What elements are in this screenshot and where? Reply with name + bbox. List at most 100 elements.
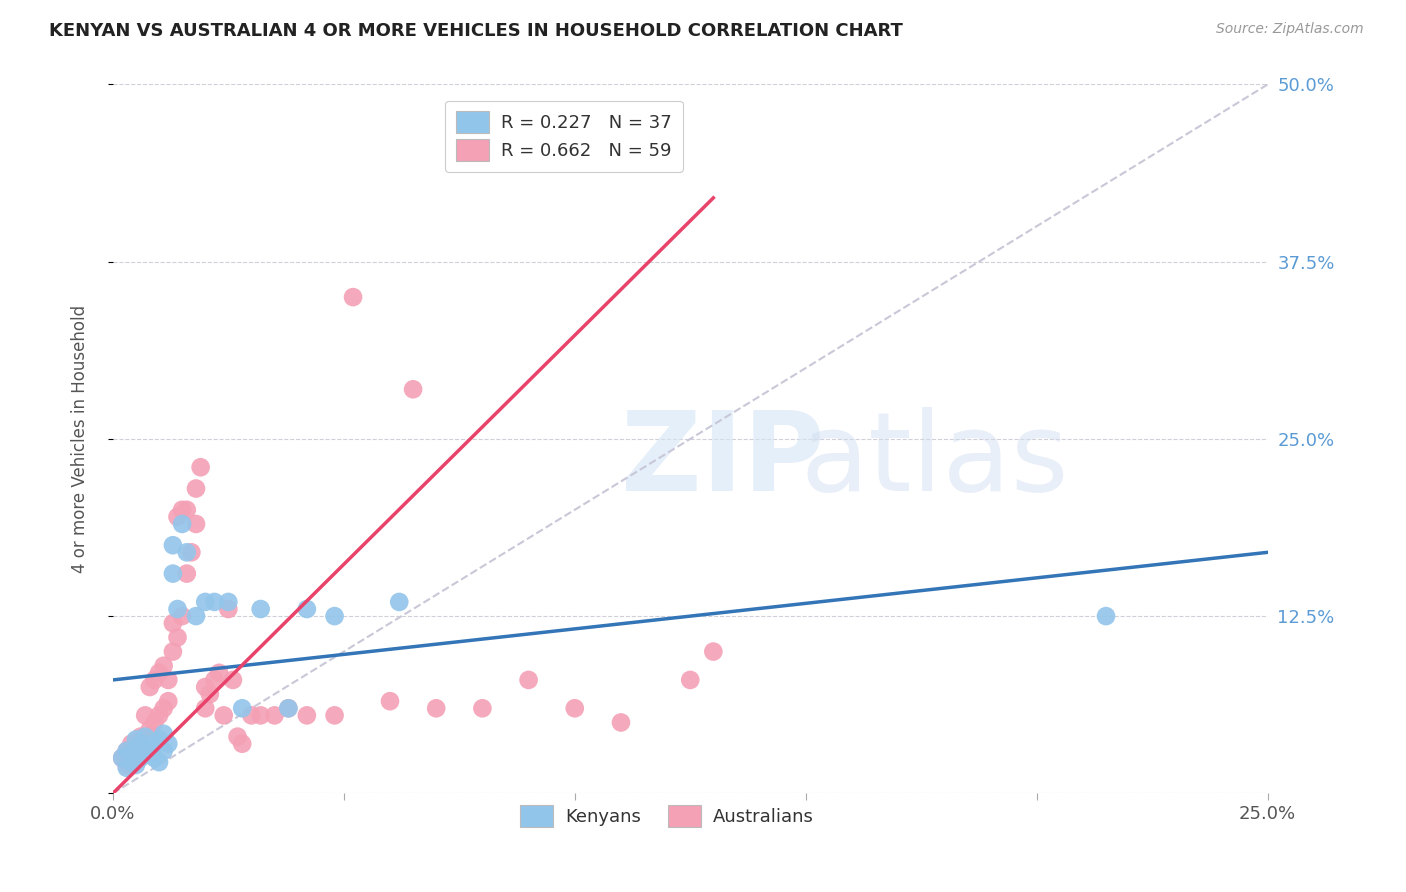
Point	[129, 730, 152, 744]
Point	[204, 673, 226, 687]
Point	[111, 751, 134, 765]
Point	[152, 658, 174, 673]
Point	[134, 744, 156, 758]
Point	[295, 708, 318, 723]
Text: atlas: atlas	[800, 407, 1069, 514]
Point	[217, 602, 239, 616]
Point	[194, 701, 217, 715]
Point	[125, 751, 148, 765]
Point	[249, 602, 271, 616]
Text: ZIP: ZIP	[621, 407, 824, 514]
Point	[115, 758, 138, 772]
Point	[190, 460, 212, 475]
Point	[125, 737, 148, 751]
Point	[162, 644, 184, 658]
Point	[125, 741, 148, 756]
Point	[198, 687, 221, 701]
Point	[194, 595, 217, 609]
Point	[295, 602, 318, 616]
Point	[323, 708, 346, 723]
Point	[231, 737, 253, 751]
Point	[184, 516, 207, 531]
Point	[139, 723, 162, 737]
Point	[249, 708, 271, 723]
Point	[342, 290, 364, 304]
Point	[120, 751, 142, 765]
Point	[152, 727, 174, 741]
Text: KENYAN VS AUSTRALIAN 4 OR MORE VEHICLES IN HOUSEHOLD CORRELATION CHART: KENYAN VS AUSTRALIAN 4 OR MORE VEHICLES …	[49, 22, 903, 40]
Point	[157, 737, 180, 751]
Point	[129, 751, 152, 765]
Point	[222, 673, 245, 687]
Point	[226, 730, 249, 744]
Point	[166, 602, 188, 616]
Point	[277, 701, 299, 715]
Point	[194, 680, 217, 694]
Point	[378, 694, 401, 708]
Point	[162, 566, 184, 581]
Point	[143, 673, 166, 687]
Point	[176, 545, 198, 559]
Point	[143, 737, 166, 751]
Point	[217, 595, 239, 609]
Point	[204, 595, 226, 609]
Point	[139, 739, 162, 754]
Point	[212, 708, 235, 723]
Point	[134, 744, 156, 758]
Point	[148, 755, 170, 769]
Point	[152, 701, 174, 715]
Point	[115, 744, 138, 758]
Point	[471, 701, 494, 715]
Point	[139, 747, 162, 761]
Point	[120, 747, 142, 761]
Point	[111, 751, 134, 765]
Point	[148, 665, 170, 680]
Point	[134, 730, 156, 744]
Point	[172, 503, 194, 517]
Point	[323, 609, 346, 624]
Point	[166, 509, 188, 524]
Point	[176, 503, 198, 517]
Point	[148, 708, 170, 723]
Point	[143, 715, 166, 730]
Point	[176, 566, 198, 581]
Point	[125, 758, 148, 772]
Point	[610, 715, 633, 730]
Point	[157, 673, 180, 687]
Point	[517, 673, 540, 687]
Point	[143, 751, 166, 765]
Point	[277, 701, 299, 715]
Point	[129, 737, 152, 751]
Point	[388, 595, 411, 609]
Point	[208, 665, 231, 680]
Point	[162, 616, 184, 631]
Point	[134, 708, 156, 723]
Point	[180, 545, 202, 559]
Point	[240, 708, 263, 723]
Point	[162, 538, 184, 552]
Point	[120, 755, 142, 769]
Text: Source: ZipAtlas.com: Source: ZipAtlas.com	[1216, 22, 1364, 37]
Point	[125, 732, 148, 747]
Point	[166, 631, 188, 645]
Point	[172, 516, 194, 531]
Y-axis label: 4 or more Vehicles in Household: 4 or more Vehicles in Household	[72, 305, 89, 573]
Point	[157, 694, 180, 708]
Point	[139, 680, 162, 694]
Point	[172, 609, 194, 624]
Point	[129, 744, 152, 758]
Point	[402, 382, 425, 396]
Point	[152, 744, 174, 758]
Point	[231, 701, 253, 715]
Legend: Kenyans, Australians: Kenyans, Australians	[513, 797, 821, 834]
Point	[148, 732, 170, 747]
Point	[1095, 609, 1118, 624]
Point	[679, 673, 702, 687]
Point	[115, 761, 138, 775]
Point	[115, 744, 138, 758]
Point	[184, 609, 207, 624]
Point	[564, 701, 586, 715]
Point	[263, 708, 285, 723]
Point	[702, 644, 724, 658]
Point	[184, 482, 207, 496]
